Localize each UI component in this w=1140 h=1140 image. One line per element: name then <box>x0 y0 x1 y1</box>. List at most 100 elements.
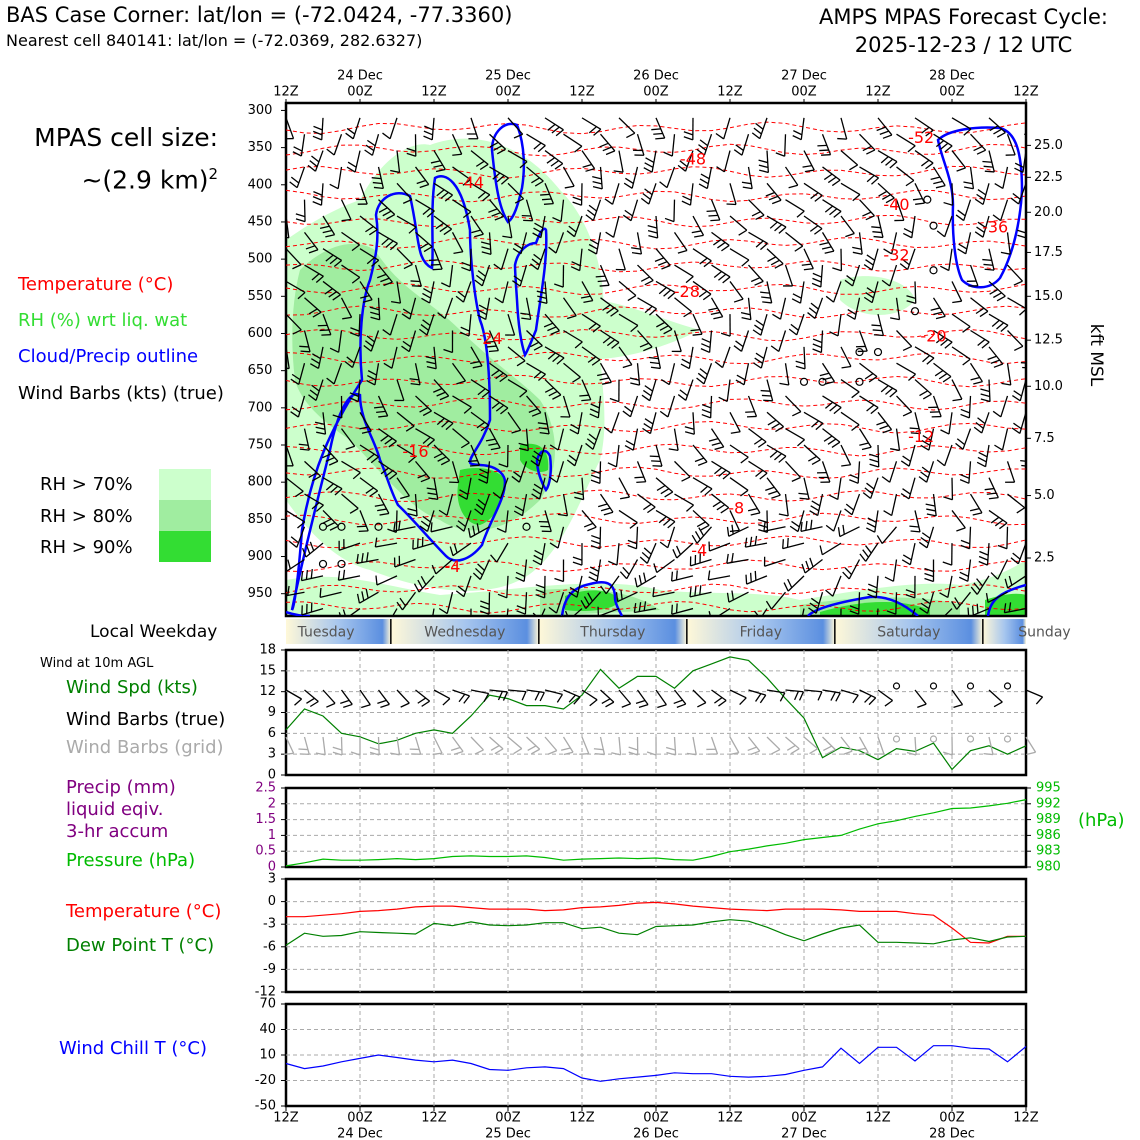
barb-staff <box>489 736 504 750</box>
legend-rh70-swatch <box>159 469 211 500</box>
barb-flag <box>659 181 668 189</box>
top-time-label: 12Z <box>273 85 299 100</box>
barb-staff <box>429 608 435 616</box>
legend-rh90-swatch <box>159 531 211 562</box>
wind-barb <box>752 313 768 336</box>
bottom-date-label: 26 Dec <box>633 1127 679 1140</box>
barb-flag <box>433 452 443 459</box>
barb-staff <box>499 477 509 499</box>
wind-barb <box>775 134 787 157</box>
barb-staff <box>692 509 710 526</box>
wind-grid-calm-marker <box>929 735 938 743</box>
wind-barb <box>840 444 852 467</box>
barb-flag <box>621 703 631 708</box>
wind-barb <box>307 150 324 172</box>
barb-flag <box>369 751 380 756</box>
barb-staff <box>488 428 501 449</box>
wind-barb <box>531 477 546 500</box>
wind-barb <box>708 541 731 552</box>
wind-barb <box>433 182 453 202</box>
barb-flag <box>556 694 563 703</box>
barb-flag <box>481 251 492 255</box>
barb-flag <box>363 344 372 352</box>
barb-flag <box>664 491 674 498</box>
rh70-region-3 <box>840 276 915 315</box>
barb-flag <box>430 160 441 164</box>
wind-barb <box>871 313 884 337</box>
barb-flag <box>869 453 879 458</box>
barb-flag <box>496 148 506 155</box>
wind-barb <box>770 330 787 352</box>
barb-flag <box>388 473 398 480</box>
wind-barb <box>603 412 620 434</box>
barb-flag <box>420 520 430 528</box>
barb-staff <box>496 542 509 563</box>
barb-flag <box>809 557 814 568</box>
barb-staff <box>858 428 872 448</box>
barb-staff <box>908 444 916 467</box>
barb-staff <box>581 510 597 528</box>
barb-flag <box>795 360 805 365</box>
wind-barb <box>943 183 954 206</box>
barb-staff <box>763 526 786 532</box>
barb-flag <box>299 345 309 348</box>
barb-flag <box>810 505 820 512</box>
pressure-tick-label: 650 <box>248 363 273 378</box>
barb-flag <box>644 385 653 392</box>
barb-flag <box>760 242 768 251</box>
wind-barb <box>569 412 583 435</box>
wind-barb <box>733 134 750 156</box>
barb-flag <box>715 132 725 140</box>
barb-flag <box>943 496 953 501</box>
barb-flag <box>1012 552 1021 560</box>
barb-staff <box>433 379 450 397</box>
barb-flag <box>757 518 768 524</box>
wind-barb <box>963 166 975 190</box>
wind-barb-true <box>415 689 431 707</box>
barb-staff <box>412 542 435 550</box>
barb-flag <box>742 186 753 190</box>
barb-flag <box>667 292 676 300</box>
wind-barb <box>286 558 305 573</box>
weekday-name: Tuesday <box>297 625 355 641</box>
weekday-name: Sunday <box>1018 625 1070 641</box>
barb-flag <box>603 511 614 516</box>
barb-flag <box>973 582 981 591</box>
wind-barb <box>766 248 784 269</box>
barb-flag <box>975 422 984 429</box>
barb-staff <box>507 379 528 392</box>
wind-barb <box>1020 444 1026 468</box>
barb-flag <box>713 271 723 279</box>
barb-flag <box>263 603 268 612</box>
barb-flag <box>658 516 667 524</box>
barb-staff <box>637 493 656 508</box>
barb-flag <box>543 202 554 205</box>
barb-flag <box>422 436 431 444</box>
wind-barb <box>692 280 712 301</box>
barb-flag <box>634 577 638 588</box>
barb-flag <box>866 254 876 261</box>
barb-staff <box>389 313 398 336</box>
wind-barb <box>779 363 790 386</box>
barb-flag <box>433 387 443 393</box>
barb-flag <box>321 334 331 336</box>
barb-flag <box>514 198 524 204</box>
top-time-label: 12Z <box>865 85 891 100</box>
barb-flag <box>620 496 630 500</box>
barb-staff <box>671 575 694 582</box>
barb-flag <box>791 298 801 304</box>
barb-flag <box>513 748 523 755</box>
temperature-line <box>286 901 1026 944</box>
barb-staff <box>378 231 398 245</box>
wind-barb <box>906 281 917 305</box>
wind-barb <box>532 215 546 239</box>
barb-flag <box>369 490 379 497</box>
barb-staff <box>726 379 731 402</box>
barb-staff <box>671 134 676 157</box>
barb-flag <box>824 250 835 254</box>
wind-grid-calm-marker <box>1003 735 1012 743</box>
barb-flag <box>700 524 710 531</box>
barb-flag <box>686 504 694 512</box>
barb-flag <box>677 394 687 401</box>
barb-flag <box>480 241 491 245</box>
